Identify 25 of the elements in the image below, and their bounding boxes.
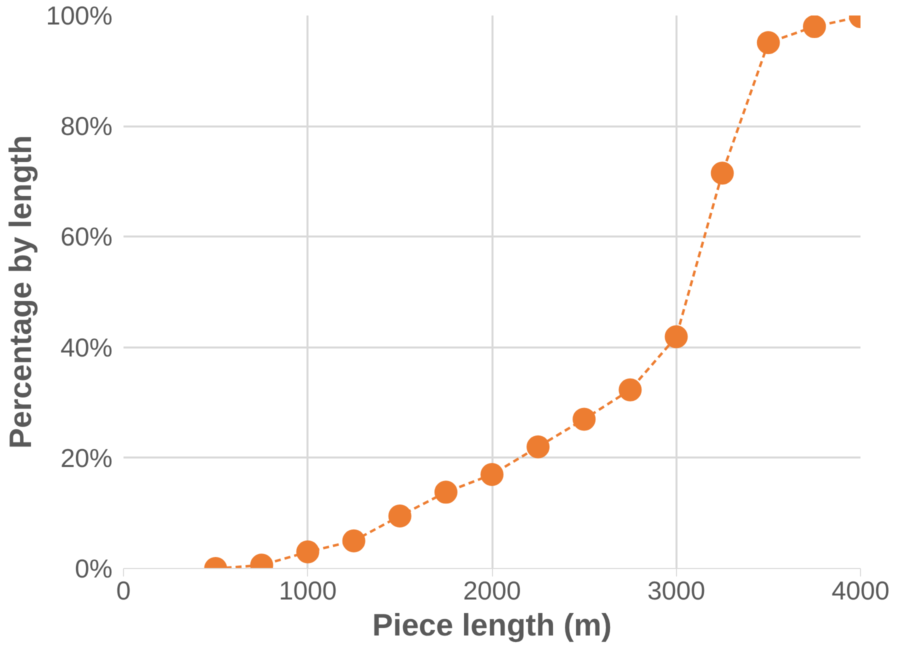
point bbox=[756, 31, 780, 54]
y-tick-label: 0% bbox=[74, 554, 112, 584]
y-tick-label: 100% bbox=[46, 0, 112, 30]
point bbox=[388, 504, 412, 528]
point bbox=[526, 435, 550, 458]
y-tick-label: 60% bbox=[60, 222, 113, 252]
y-tick-label: 80% bbox=[60, 111, 113, 142]
y-axis-title: Percentage by length bbox=[3, 135, 38, 449]
x-tick-label: 2000 bbox=[463, 576, 521, 606]
point bbox=[434, 480, 458, 504]
point bbox=[342, 529, 366, 552]
point bbox=[802, 16, 826, 38]
x-tick-label: 0 bbox=[116, 576, 131, 606]
x-tick-label: 4000 bbox=[832, 576, 890, 606]
y-tick-label: 40% bbox=[60, 332, 113, 362]
y-tick-label: 20% bbox=[60, 442, 113, 473]
point bbox=[296, 540, 320, 564]
x-tick-label: 3000 bbox=[647, 576, 706, 606]
point bbox=[618, 378, 642, 402]
x-axis-title: Piece length (m) bbox=[372, 608, 612, 642]
x-tick-label: 1000 bbox=[278, 576, 337, 606]
point bbox=[664, 325, 688, 348]
point bbox=[480, 463, 504, 486]
point bbox=[572, 408, 596, 431]
point bbox=[710, 162, 734, 185]
